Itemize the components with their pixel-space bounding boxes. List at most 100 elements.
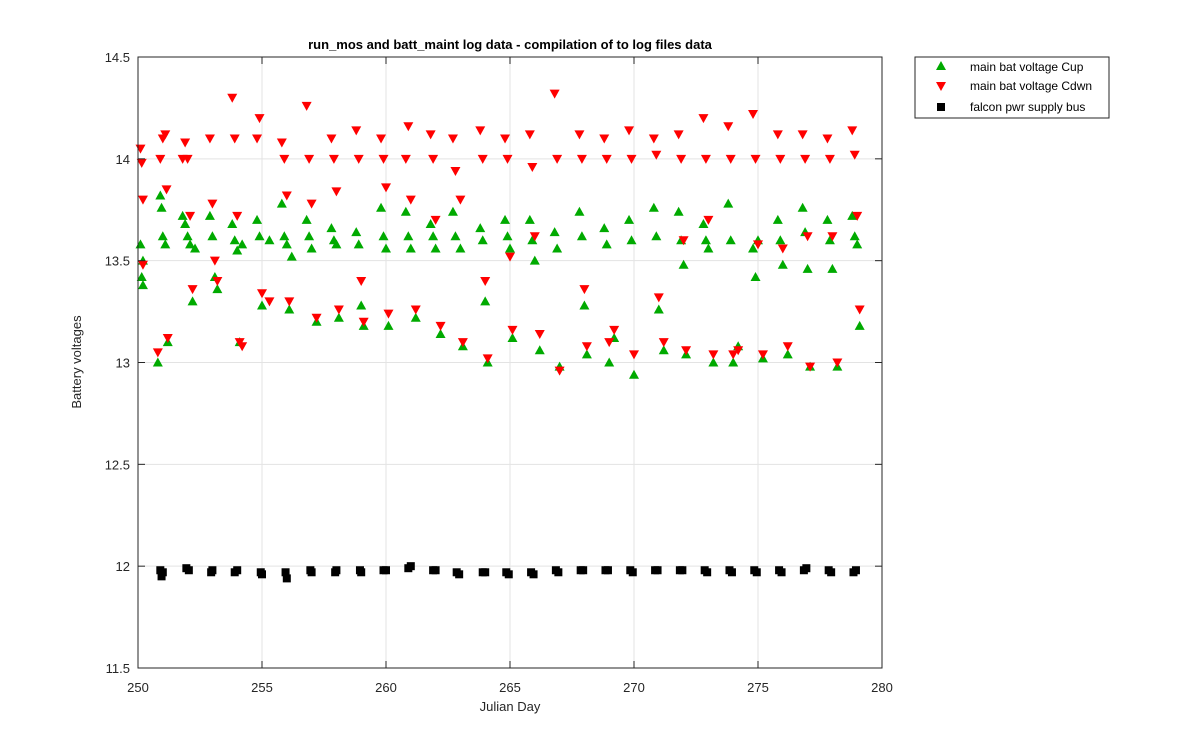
data-point — [264, 297, 275, 307]
data-point — [524, 130, 535, 140]
x-tick-label: 250 — [127, 680, 149, 695]
data-point — [304, 231, 315, 241]
data-point — [708, 350, 719, 360]
data-point — [782, 342, 793, 352]
data-point — [849, 231, 860, 241]
data-point — [651, 150, 662, 160]
data-point — [505, 252, 515, 262]
data-point — [284, 304, 295, 314]
data-point — [190, 243, 201, 253]
data-point — [282, 574, 291, 583]
data-point — [752, 568, 761, 577]
data-point — [832, 358, 843, 368]
data-point — [527, 235, 538, 245]
y-tick-label: 12 — [116, 559, 130, 574]
data-point — [204, 134, 215, 144]
data-point — [822, 214, 833, 224]
data-point — [430, 243, 441, 253]
data-point — [326, 134, 337, 144]
data-point — [782, 349, 793, 359]
data-point — [381, 183, 391, 193]
data-point — [212, 284, 223, 294]
data-point — [648, 134, 659, 144]
data-point — [136, 271, 147, 281]
data-point — [775, 235, 786, 245]
data-points — [135, 89, 865, 583]
data-point — [326, 223, 337, 233]
data-point — [333, 305, 344, 315]
data-point — [279, 231, 290, 241]
data-point — [286, 251, 297, 261]
data-point — [356, 300, 367, 310]
data-point — [405, 195, 416, 205]
data-point — [626, 154, 637, 164]
data-point — [405, 243, 416, 253]
x-tick-label: 255 — [251, 680, 273, 695]
data-point — [852, 211, 863, 221]
data-point — [824, 154, 835, 164]
data-point — [157, 572, 166, 581]
data-point — [482, 354, 493, 364]
data-point — [854, 305, 865, 315]
data-point — [229, 235, 240, 245]
data-point — [281, 191, 292, 201]
data-point — [624, 126, 635, 136]
data-point — [673, 130, 684, 140]
data-point — [410, 305, 421, 315]
data-point — [232, 211, 243, 221]
data-point — [281, 568, 290, 577]
data-point — [311, 313, 322, 323]
data-point — [158, 568, 167, 577]
data-point — [727, 568, 736, 577]
data-point — [376, 134, 387, 144]
data-point — [507, 325, 518, 335]
data-point — [428, 154, 439, 164]
data-point — [852, 239, 863, 249]
data-point — [450, 167, 461, 177]
legend-square-icon — [937, 103, 945, 111]
data-point — [184, 566, 193, 575]
data-point — [185, 239, 196, 249]
data-point — [750, 154, 761, 164]
data-point — [264, 235, 275, 245]
data-point — [331, 239, 342, 249]
data-point — [353, 154, 364, 164]
data-point — [534, 329, 545, 339]
data-point — [425, 130, 436, 140]
data-point — [207, 231, 218, 241]
data-point — [177, 210, 188, 220]
data-point — [775, 154, 786, 164]
data-point — [678, 236, 689, 246]
data-point — [653, 566, 662, 575]
data-point — [700, 154, 711, 164]
y-tick-label: 12.5 — [105, 457, 130, 472]
legend-triangle-up-icon — [936, 61, 946, 70]
data-point — [733, 346, 744, 356]
legend-triangle-down-icon — [936, 82, 946, 91]
data-point — [678, 566, 687, 575]
data-point — [581, 342, 592, 352]
data-point — [455, 570, 464, 579]
data-point — [579, 285, 590, 295]
data-point — [237, 342, 248, 352]
data-point — [581, 349, 592, 359]
data-point — [824, 235, 835, 245]
data-point — [237, 239, 248, 249]
data-point — [802, 564, 811, 573]
data-point — [284, 297, 295, 307]
data-point — [653, 293, 664, 303]
data-point — [475, 223, 486, 233]
data-point — [232, 245, 243, 255]
y-tick-label: 11.5 — [106, 661, 130, 676]
data-point — [723, 198, 734, 208]
data-point — [797, 202, 808, 212]
data-point — [681, 346, 692, 356]
data-point — [185, 211, 196, 221]
data-point — [332, 566, 341, 575]
data-point — [208, 566, 217, 575]
data-point — [579, 566, 588, 575]
data-point — [777, 568, 786, 577]
data-point — [212, 277, 223, 287]
data-point — [258, 570, 266, 579]
